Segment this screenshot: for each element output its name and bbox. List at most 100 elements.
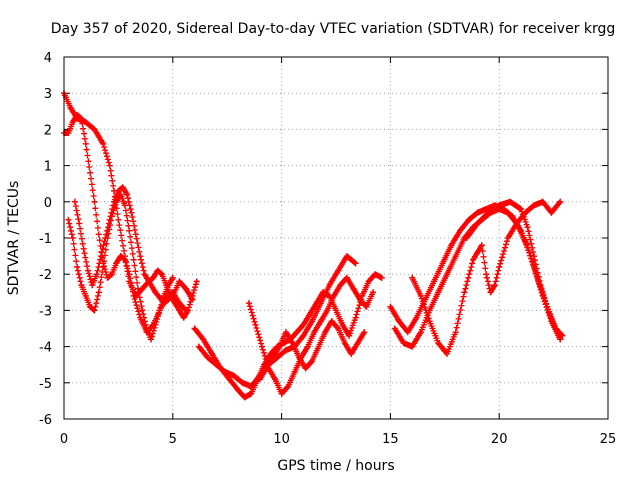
data-point <box>128 209 135 216</box>
data-point <box>365 278 372 285</box>
data-point <box>557 198 564 205</box>
series-sat-track-6 <box>195 253 359 390</box>
x-tick-label: 10 <box>273 432 290 447</box>
data-point <box>311 329 318 336</box>
data-point <box>404 329 411 336</box>
data-point <box>285 383 292 390</box>
x-tick-label: 25 <box>600 432 617 447</box>
data-point <box>213 361 220 368</box>
x-tick-label: 20 <box>491 432 508 447</box>
data-point <box>95 289 102 296</box>
x-tick-label: 15 <box>382 432 399 447</box>
data-point <box>256 376 263 383</box>
data-point <box>126 227 133 234</box>
data-point <box>537 282 544 289</box>
data-point <box>139 307 146 314</box>
series-sat-track-4 <box>71 184 200 321</box>
data-point <box>487 289 494 296</box>
data-point <box>195 343 202 350</box>
y-tick-label: -2 <box>39 268 52 283</box>
data-point <box>478 242 485 249</box>
data-point <box>97 253 104 260</box>
data-point <box>430 278 437 285</box>
data-point <box>417 292 424 299</box>
data-point <box>309 318 316 325</box>
data-point <box>557 336 564 343</box>
data-point <box>409 274 416 281</box>
data-point <box>356 296 363 303</box>
data-point <box>300 321 307 328</box>
data-point <box>130 256 137 263</box>
data-point <box>252 321 259 328</box>
y-tick-label: 4 <box>44 51 52 66</box>
data-point <box>82 140 89 147</box>
data-point <box>483 206 490 213</box>
data-point <box>156 307 163 314</box>
data-point <box>291 368 298 375</box>
data-point <box>189 292 196 299</box>
y-tick-label: 2 <box>44 123 52 138</box>
data-point <box>522 238 529 245</box>
data-point <box>130 292 137 299</box>
data-point <box>426 318 433 325</box>
data-point <box>317 300 324 307</box>
data-point <box>315 343 322 350</box>
data-point <box>348 350 355 357</box>
data-point <box>289 339 296 346</box>
data-point <box>169 274 176 281</box>
data-point <box>67 104 74 111</box>
data-point <box>82 119 89 126</box>
data-point <box>106 216 113 223</box>
data-point <box>352 314 359 321</box>
data-point <box>145 278 152 285</box>
data-point <box>176 278 183 285</box>
data-point <box>71 198 78 205</box>
data-point <box>241 394 248 401</box>
data-point <box>148 336 155 343</box>
data-point <box>474 209 481 216</box>
data-point <box>65 216 72 223</box>
data-point <box>491 282 498 289</box>
data-point <box>457 227 464 234</box>
data-point <box>452 253 459 260</box>
data-point <box>496 263 503 270</box>
data-point <box>134 285 141 292</box>
data-point <box>91 198 98 205</box>
data-point <box>452 329 459 336</box>
data-point <box>296 354 303 361</box>
data-point <box>278 390 285 397</box>
data-point <box>341 339 348 346</box>
data-point <box>483 271 490 278</box>
data-point <box>524 224 531 231</box>
y-tick-labels: -6 -5 -4 -3 -2 -1 0 1 2 3 4 <box>39 51 52 428</box>
data-point <box>326 282 333 289</box>
data-point <box>204 354 211 361</box>
data-point <box>111 198 118 205</box>
data-point <box>65 130 72 137</box>
data-point <box>143 325 150 332</box>
data-point <box>208 350 215 357</box>
data-point <box>293 329 300 336</box>
data-point <box>400 339 407 346</box>
series-sat-track-12 <box>463 198 564 343</box>
data-point <box>504 209 511 216</box>
data-point <box>200 336 207 343</box>
data-point <box>335 325 342 332</box>
data-point <box>391 325 398 332</box>
data-point <box>180 314 187 321</box>
data-point <box>550 321 557 328</box>
data-point <box>235 387 242 394</box>
data-point <box>282 347 289 354</box>
data-point <box>91 126 98 133</box>
data-point <box>167 292 174 299</box>
data-point <box>84 267 91 274</box>
data-point <box>417 329 424 336</box>
data-point <box>409 343 416 350</box>
series-sat-track-8 <box>256 318 368 383</box>
data-point <box>158 271 165 278</box>
data-point <box>89 282 96 289</box>
data-point <box>87 169 94 176</box>
y-tick-label: -4 <box>39 341 52 356</box>
series-sat-track-3 <box>65 191 176 343</box>
